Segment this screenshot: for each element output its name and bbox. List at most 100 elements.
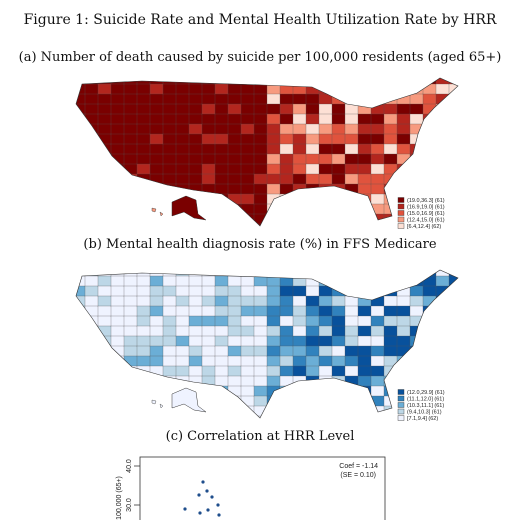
region — [448, 395, 458, 407]
region — [110, 275, 125, 287]
region — [396, 335, 411, 347]
region — [357, 223, 372, 226]
region — [188, 295, 203, 307]
region — [76, 395, 86, 407]
region — [149, 133, 164, 145]
region — [123, 275, 138, 287]
region — [383, 103, 398, 115]
region — [227, 143, 242, 155]
region — [240, 223, 255, 226]
region — [240, 213, 255, 225]
region — [214, 305, 229, 317]
region — [214, 213, 229, 225]
region — [448, 375, 458, 387]
region — [357, 345, 372, 357]
region — [240, 78, 255, 85]
region — [214, 355, 229, 367]
region — [266, 270, 281, 277]
region — [292, 395, 307, 407]
region — [149, 275, 164, 287]
region — [84, 173, 99, 185]
region — [123, 405, 138, 417]
region — [305, 335, 320, 347]
region — [175, 270, 190, 277]
region — [214, 223, 229, 226]
region — [175, 103, 190, 115]
scatter-panel: 40.0 30.0 100,000 (65+) Coef = -1.14 (SE… — [116, 456, 386, 520]
region — [318, 415, 333, 418]
plot-frame — [139, 456, 386, 520]
region — [123, 325, 138, 337]
region — [76, 385, 86, 397]
region — [110, 83, 125, 95]
region — [201, 143, 216, 155]
region — [266, 335, 281, 347]
region — [214, 325, 229, 337]
region — [357, 270, 372, 277]
alaska — [171, 195, 207, 221]
region — [266, 285, 281, 297]
region — [383, 113, 398, 125]
region — [149, 83, 164, 95]
region — [318, 123, 333, 135]
region — [318, 270, 333, 277]
region — [175, 153, 190, 165]
region — [227, 203, 242, 215]
region — [123, 385, 138, 397]
region — [162, 123, 177, 135]
region — [123, 93, 138, 105]
region — [279, 405, 294, 417]
region — [409, 183, 424, 195]
region — [448, 305, 458, 317]
region — [214, 335, 229, 347]
region — [162, 315, 177, 327]
legend-label: (16.9,19.0] (61) — [407, 205, 445, 211]
region — [136, 355, 151, 367]
region — [76, 325, 86, 337]
region — [97, 223, 112, 226]
region — [331, 305, 346, 317]
region — [240, 143, 255, 155]
region — [383, 305, 398, 317]
region — [162, 295, 177, 307]
region — [214, 193, 229, 205]
region — [84, 133, 99, 145]
region — [149, 415, 164, 418]
region — [84, 385, 99, 397]
region — [396, 315, 411, 327]
region — [110, 395, 125, 407]
region — [448, 355, 458, 367]
region — [253, 223, 268, 226]
region — [84, 325, 99, 337]
region — [227, 305, 242, 317]
legend-label: (11.1,12.0] (61) — [407, 397, 444, 403]
region — [318, 275, 333, 287]
region — [422, 83, 437, 95]
region — [422, 78, 437, 85]
region — [292, 275, 307, 287]
region — [383, 335, 398, 347]
region — [266, 305, 281, 317]
region — [383, 275, 398, 287]
region — [175, 223, 190, 226]
region — [175, 315, 190, 327]
region — [422, 325, 437, 337]
region — [149, 163, 164, 175]
region — [435, 83, 450, 95]
region — [84, 415, 99, 418]
region — [253, 355, 268, 367]
region — [357, 203, 372, 215]
region — [305, 93, 320, 105]
region — [201, 365, 216, 377]
region — [344, 315, 359, 327]
region — [253, 395, 268, 407]
region — [253, 365, 268, 377]
region — [76, 133, 86, 145]
region — [149, 183, 164, 195]
region — [409, 103, 424, 115]
region — [435, 123, 450, 135]
region — [357, 133, 372, 145]
legend-label: (19.0,36.3] (61) — [407, 198, 445, 204]
region — [383, 183, 398, 195]
